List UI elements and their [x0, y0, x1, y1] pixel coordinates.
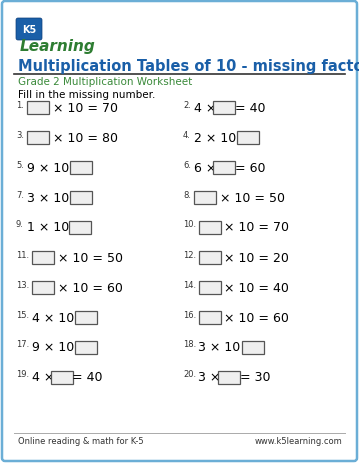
Text: × 10 = 50: × 10 = 50	[216, 191, 285, 204]
Bar	[199, 221, 220, 234]
Bar	[199, 281, 220, 294]
Text: 5.: 5.	[16, 160, 24, 169]
Text: 1 × 10 =: 1 × 10 =	[27, 221, 88, 234]
Text: 9 × 10 =: 9 × 10 =	[27, 161, 88, 174]
Text: Grade 2 Multiplication Worksheet: Grade 2 Multiplication Worksheet	[18, 77, 192, 87]
Text: 13.: 13.	[16, 280, 29, 289]
Text: 12.: 12.	[183, 250, 196, 259]
Text: × 10 = 20: × 10 = 20	[220, 251, 289, 264]
Bar	[70, 191, 92, 204]
Text: Learning: Learning	[20, 38, 96, 53]
Text: K5: K5	[22, 25, 36, 35]
Text: × 10 = 60: × 10 = 60	[220, 311, 289, 324]
Bar	[242, 341, 264, 354]
Bar	[237, 131, 259, 144]
Bar	[27, 101, 49, 114]
Text: 6.: 6.	[183, 160, 191, 169]
Text: × 10 = 40: × 10 = 40	[220, 281, 289, 294]
Text: × 10 = 70: × 10 = 70	[49, 101, 118, 114]
Text: 4.: 4.	[183, 130, 191, 139]
Bar	[213, 161, 235, 174]
Text: 8.: 8.	[183, 190, 191, 199]
Text: = 60: = 60	[235, 161, 266, 174]
Text: 3 × 10 =: 3 × 10 =	[199, 341, 259, 354]
Text: 10.: 10.	[183, 220, 196, 229]
Text: 14.: 14.	[183, 280, 196, 289]
Text: Online reading & math for K-5: Online reading & math for K-5	[18, 437, 144, 445]
Text: = 40: = 40	[235, 101, 266, 114]
Text: 15.: 15.	[16, 310, 29, 319]
Bar	[27, 131, 49, 144]
Text: 2 × 10 =: 2 × 10 =	[194, 131, 255, 144]
Bar	[75, 341, 97, 354]
Text: 3.: 3.	[16, 130, 24, 139]
Text: 20.: 20.	[183, 369, 196, 379]
Text: × 10 = 80: × 10 = 80	[49, 131, 118, 144]
Text: 9.: 9.	[16, 220, 24, 229]
Text: = 40: = 40	[73, 371, 103, 384]
Text: × 10 = 50: × 10 = 50	[53, 251, 122, 264]
Text: 18.: 18.	[183, 340, 196, 349]
Text: Fill in the missing number.: Fill in the missing number.	[18, 90, 155, 100]
Text: = 30: = 30	[239, 371, 270, 384]
Text: 3 × 10 =: 3 × 10 =	[27, 191, 88, 204]
Text: Multiplication Tables of 10 - missing factor: Multiplication Tables of 10 - missing fa…	[18, 58, 359, 73]
Text: 4 × 10 =: 4 × 10 =	[32, 311, 92, 324]
Bar	[69, 221, 90, 234]
Bar	[51, 371, 73, 384]
Text: × 10 = 70: × 10 = 70	[220, 221, 289, 234]
Text: 3 ×: 3 ×	[199, 371, 225, 384]
Text: www.k5learning.com: www.k5learning.com	[254, 437, 342, 445]
Text: 16.: 16.	[183, 310, 196, 319]
Text: 1.: 1.	[16, 100, 24, 109]
Bar	[70, 161, 92, 174]
Text: 9 × 10 =: 9 × 10 =	[32, 341, 92, 354]
Bar	[32, 251, 53, 264]
Bar	[218, 371, 239, 384]
Text: × 10 = 60: × 10 = 60	[53, 281, 122, 294]
FancyBboxPatch shape	[16, 19, 42, 41]
Bar	[194, 191, 216, 204]
Bar	[32, 281, 53, 294]
Text: 7.: 7.	[16, 190, 24, 199]
Bar	[199, 311, 220, 324]
Text: 2.: 2.	[183, 100, 191, 109]
Bar	[199, 251, 220, 264]
Text: 19.: 19.	[16, 369, 29, 379]
Text: 6 ×: 6 ×	[194, 161, 220, 174]
Bar	[75, 311, 97, 324]
Text: 17.: 17.	[16, 340, 29, 349]
Text: 11.: 11.	[16, 250, 29, 259]
Bar	[213, 101, 235, 114]
Text: 4 ×: 4 ×	[32, 371, 58, 384]
Text: 4 ×: 4 ×	[194, 101, 220, 114]
